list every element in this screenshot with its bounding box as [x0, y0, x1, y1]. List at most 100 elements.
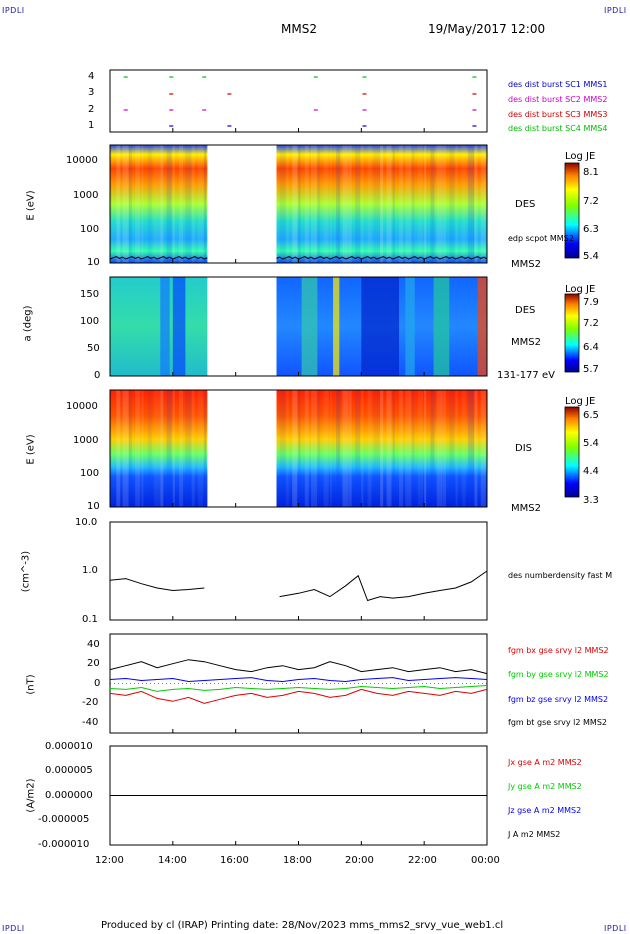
spectrogram-streak: [461, 390, 466, 507]
spectrogram-streak: [468, 145, 475, 263]
p2-ytick-1000: 1000: [73, 190, 99, 201]
spectrogram-streak: [355, 390, 361, 507]
spectrogram-streak: [455, 145, 458, 263]
p4-ytick-10: 10: [87, 501, 100, 512]
spectrogram-streak: [480, 145, 486, 263]
p6-ytick-m20: -20: [82, 697, 99, 708]
panel-frame-5: [109, 521, 488, 621]
spectrogram-streak: [179, 390, 184, 507]
p7-legend-jy: Jy gse A m2 MMS2: [508, 782, 582, 791]
p4-label-dis: DIS: [515, 443, 532, 454]
spectrogram-streak: [110, 145, 112, 263]
spectrogram-streak: [204, 145, 207, 263]
p6-ytick-0: 0: [94, 678, 101, 689]
spectrogram-streak: [304, 390, 309, 507]
spectrogram-streak: [197, 390, 203, 507]
spectrogram-streak: [405, 145, 412, 263]
p4-cbar-tick-3: 4.4: [583, 466, 599, 477]
spectrogram-streak: [172, 145, 175, 263]
xtick-1600: 16:00: [220, 855, 249, 866]
pad-streak: [333, 277, 340, 376]
xtick-1200: 12:00: [95, 855, 124, 866]
p2-ytick-10000: 10000: [66, 155, 98, 166]
spectrogram-streak: [348, 145, 352, 263]
p2-colorbar-title: Log JE: [565, 151, 596, 162]
xtick-1400: 14:00: [158, 855, 187, 866]
p3-label-range: 131-177 eV: [497, 370, 555, 381]
p6-ytick-m40: -40: [82, 717, 99, 728]
spectrogram-streak: [323, 390, 329, 507]
p3-cbar-tick-4: 5.7: [583, 364, 599, 375]
spectrogram-streak: [166, 145, 172, 263]
spectrogram-streak: [292, 390, 298, 507]
spectrogram-streak: [380, 390, 384, 507]
spectrogram-streak: [367, 145, 372, 263]
spectrogram-streak: [160, 390, 164, 507]
spectrogram-streak: [204, 390, 207, 507]
p1-ytick-4: 4: [88, 71, 95, 82]
p3-cbar-tick-1: 7.9: [583, 297, 599, 308]
colorbar-1: [564, 162, 580, 259]
p7-ytick-2: 0.000005: [45, 765, 93, 776]
spectrogram-streak: [110, 390, 112, 507]
spectrogram-streak: [147, 390, 152, 507]
p3-ylabel: a (deg): [22, 305, 34, 342]
pad-block-left: [110, 277, 208, 376]
spectrogram-streak: [386, 390, 392, 507]
corner-label-bottom-left: IPDLI: [2, 924, 25, 933]
xtick-2000: 20:00: [345, 855, 374, 866]
colorbar-2: [564, 293, 580, 373]
spectrogram-streak: [461, 145, 466, 263]
xtick-0000: 00:00: [471, 855, 500, 866]
plot-date: 19/May/2017 12:00: [428, 22, 546, 36]
spectrogram-streak: [424, 390, 427, 507]
spectrogram-streak: [298, 390, 301, 507]
p3-ytick-50: 50: [87, 343, 100, 354]
spectrogram-streak: [474, 145, 478, 263]
spectrogram-streak: [311, 145, 318, 263]
spectrogram-block-right: [276, 390, 487, 507]
p3-ytick-100: 100: [80, 316, 100, 327]
spectrogram-streak: [355, 145, 361, 263]
spectrogram-streak: [185, 390, 192, 507]
spectrogram-streak: [436, 145, 443, 263]
bfield-line-0: [109, 688, 488, 704]
spectrogram-streak: [399, 145, 404, 263]
pad-streak: [477, 277, 487, 376]
p2-label-scpot: edp scpot MMS2: [508, 234, 574, 243]
spectrogram-streak: [304, 145, 309, 263]
p3-label-mms2: MMS2: [511, 337, 541, 348]
p3-colorbar-title: Log JE: [565, 284, 596, 295]
p3-cbar-tick-3: 6.4: [583, 342, 599, 353]
spectrogram-streak: [361, 390, 364, 507]
p1-ytick-2: 2: [88, 104, 95, 115]
p4-ytick-100: 100: [80, 468, 100, 479]
p4-cbar-tick-1: 6.5: [583, 410, 599, 421]
spectrogram-streak: [430, 145, 435, 263]
spectrogram-streak: [392, 145, 395, 263]
p4-ylabel: E (eV): [25, 434, 37, 465]
spectrogram-streak: [449, 390, 455, 507]
spectrogram-streak: [380, 145, 384, 263]
spectrogram-block-left: [110, 145, 208, 263]
spectrogram-streak: [116, 390, 121, 507]
spectrogram-streak: [317, 145, 321, 263]
spectrogram-streak: [342, 390, 349, 507]
p1-ytick-1: 1: [88, 120, 95, 131]
spectrogram-streak: [116, 145, 121, 263]
spectrogram-streak: [292, 145, 298, 263]
spectrogram-streak: [122, 390, 129, 507]
spectrogram-streak: [348, 390, 352, 507]
p6-legend-bt: fgm bt gse srvy l2 MMS2: [508, 718, 607, 727]
spectrogram-streak: [185, 145, 192, 263]
p2-ytick-100: 100: [80, 224, 100, 235]
p6-ytick-40: 40: [87, 639, 100, 650]
spectrogram-streak: [128, 390, 132, 507]
p2-ytick-10: 10: [87, 257, 100, 268]
spectrogram-streak: [279, 145, 286, 263]
p3-ytick-150: 150: [80, 289, 100, 300]
spectrogram-streak: [336, 145, 341, 263]
legend-sc2: des dist burst SC2 MMS2: [508, 95, 608, 104]
spectrogram-streak: [373, 390, 380, 507]
